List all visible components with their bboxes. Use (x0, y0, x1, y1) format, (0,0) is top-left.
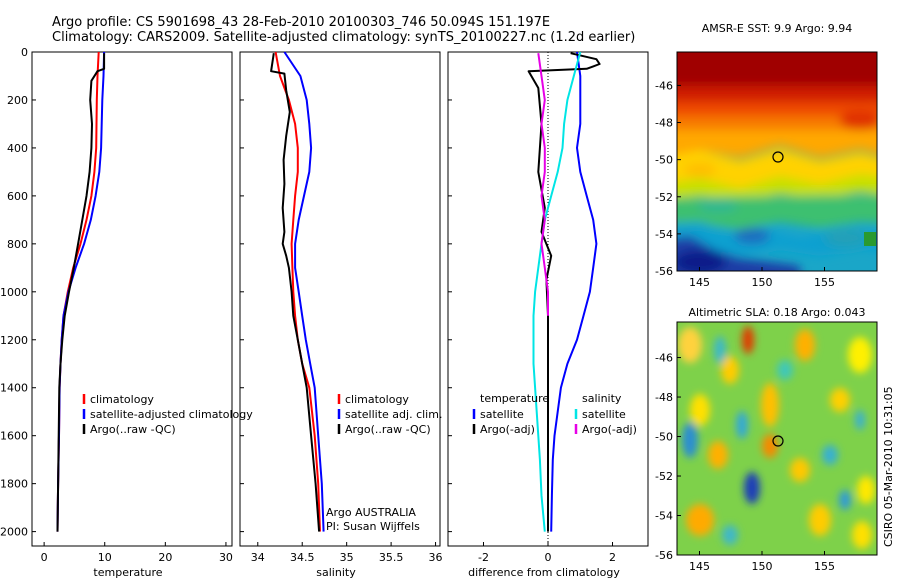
x-tick-label: 35.5 (379, 551, 404, 564)
y-tick-label: 600 (7, 190, 28, 203)
legend-entry: satellite-adjusted climatology (90, 408, 253, 421)
y-tick-label: -46 (655, 352, 673, 365)
y-tick-label: 400 (7, 142, 28, 155)
x-tick-label: 34 (251, 551, 265, 564)
legend-group-title: salinity (582, 392, 622, 405)
series-line (283, 51, 325, 532)
pi-label: PI: Susan Wijffels (326, 520, 420, 533)
figure-title-line1: Argo profile: CS 5901698_43 28-Feb-2010 … (52, 15, 551, 30)
y-tick-label: -52 (655, 470, 673, 483)
sla-map-panel: Altimetric SLA: 0.18 Argo: 0.043 (655, 306, 878, 573)
x-tick-label: 150 (752, 560, 773, 573)
figure-title-line2: Climatology: CARS2009. Satellite-adjuste… (52, 30, 636, 45)
difference-panel: -2 0 2 temperature satellite Argo(-adj) salini… (447, 51, 649, 579)
timestamp-stamp: CSIRO 05-Mar-2010 10:31:05 (882, 386, 895, 547)
x-tick-label: 2 (609, 551, 616, 564)
series-line (537, 53, 549, 316)
legend-entry: climatology (345, 393, 409, 406)
difference-xlabel: difference from climatology (468, 566, 620, 579)
x-tick-label: 20 (158, 551, 172, 564)
x-tick-label: 0 (545, 551, 552, 564)
x-tick-label: 155 (814, 560, 835, 573)
y-tick-label: 1800 (0, 478, 28, 491)
x-tick-label: 30 (219, 551, 233, 564)
y-tick-label: -46 (655, 79, 673, 92)
y-tick-label: 1600 (0, 430, 28, 443)
legend-group-title: temperature (480, 392, 549, 405)
y-tick-label: 0 (21, 46, 28, 59)
legend-entry: Argo(-adj) (582, 423, 637, 436)
legend-entry: satellite (480, 408, 524, 421)
legend-entry: satellite (582, 408, 626, 421)
salinity-xlabel: salinity (316, 566, 356, 579)
y-tick-label: -54 (655, 228, 673, 241)
y-tick-label: -50 (655, 154, 673, 167)
argo-location-marker-sla (772, 435, 784, 447)
x-tick-label: 35 (340, 551, 354, 564)
y-tick-label: -48 (655, 117, 673, 130)
sst-map-field (677, 52, 877, 271)
salinity-panel: 34 34.5 35 35.5 36 climatology satellite adj. … (239, 51, 443, 579)
y-tick-label: 200 (7, 94, 28, 107)
y-tick-label: -54 (655, 510, 673, 523)
sla-map-title: Altimetric SLA: 0.18 Argo: 0.043 (688, 306, 865, 319)
x-tick-label: 0 (41, 551, 48, 564)
legend-entry: Argo(..raw -QC) (345, 423, 431, 436)
sst-map-title: AMSR-E SST: 9.9 Argo: 9.94 (702, 22, 853, 35)
y-tick-label: -52 (655, 191, 673, 204)
y-tick-label: 1400 (0, 382, 28, 395)
y-tick-label: 1200 (0, 334, 28, 347)
x-tick-label: 34.5 (290, 551, 315, 564)
x-tick-label: 155 (814, 276, 835, 289)
legend-entry: climatology (90, 393, 154, 406)
sst-map-panel: AMSR-E SST: 9.9 Argo: 9.94 (655, 22, 878, 289)
y-tick-label: 800 (7, 238, 28, 251)
series-line (270, 53, 321, 532)
temperature-xlabel: temperature (93, 566, 162, 579)
series-line (532, 51, 582, 532)
x-tick-label: 145 (689, 276, 710, 289)
series-line (56, 53, 106, 532)
y-tick-label: -48 (655, 391, 673, 404)
y-tick-label: -56 (655, 549, 673, 562)
x-tick-label: 36 (429, 551, 443, 564)
legend-entry: satellite adj. clim. (345, 408, 442, 421)
y-tick-label: 2000 (0, 526, 28, 539)
y-tick-label: -56 (655, 265, 673, 278)
legend-entry: Argo(-adj) (480, 423, 535, 436)
sla-map-field (677, 322, 877, 555)
series-line (550, 51, 598, 532)
x-tick-label: 10 (98, 551, 112, 564)
series-line (274, 51, 321, 532)
argo-location-marker-sst (772, 151, 784, 163)
temperature-panel: 0 200 400 600 800 1000 1200 1400 1600 1800 2000 0 10… (0, 46, 253, 579)
legend-entry: Argo(..raw -QC) (90, 423, 176, 436)
y-tick-label: 1000 (0, 286, 28, 299)
argo-source-label: Argo AUSTRALIA (326, 506, 416, 519)
x-tick-label: 145 (689, 560, 710, 573)
x-tick-label: -2 (478, 551, 489, 564)
y-tick-label: -50 (655, 431, 673, 444)
x-tick-label: 150 (752, 276, 773, 289)
